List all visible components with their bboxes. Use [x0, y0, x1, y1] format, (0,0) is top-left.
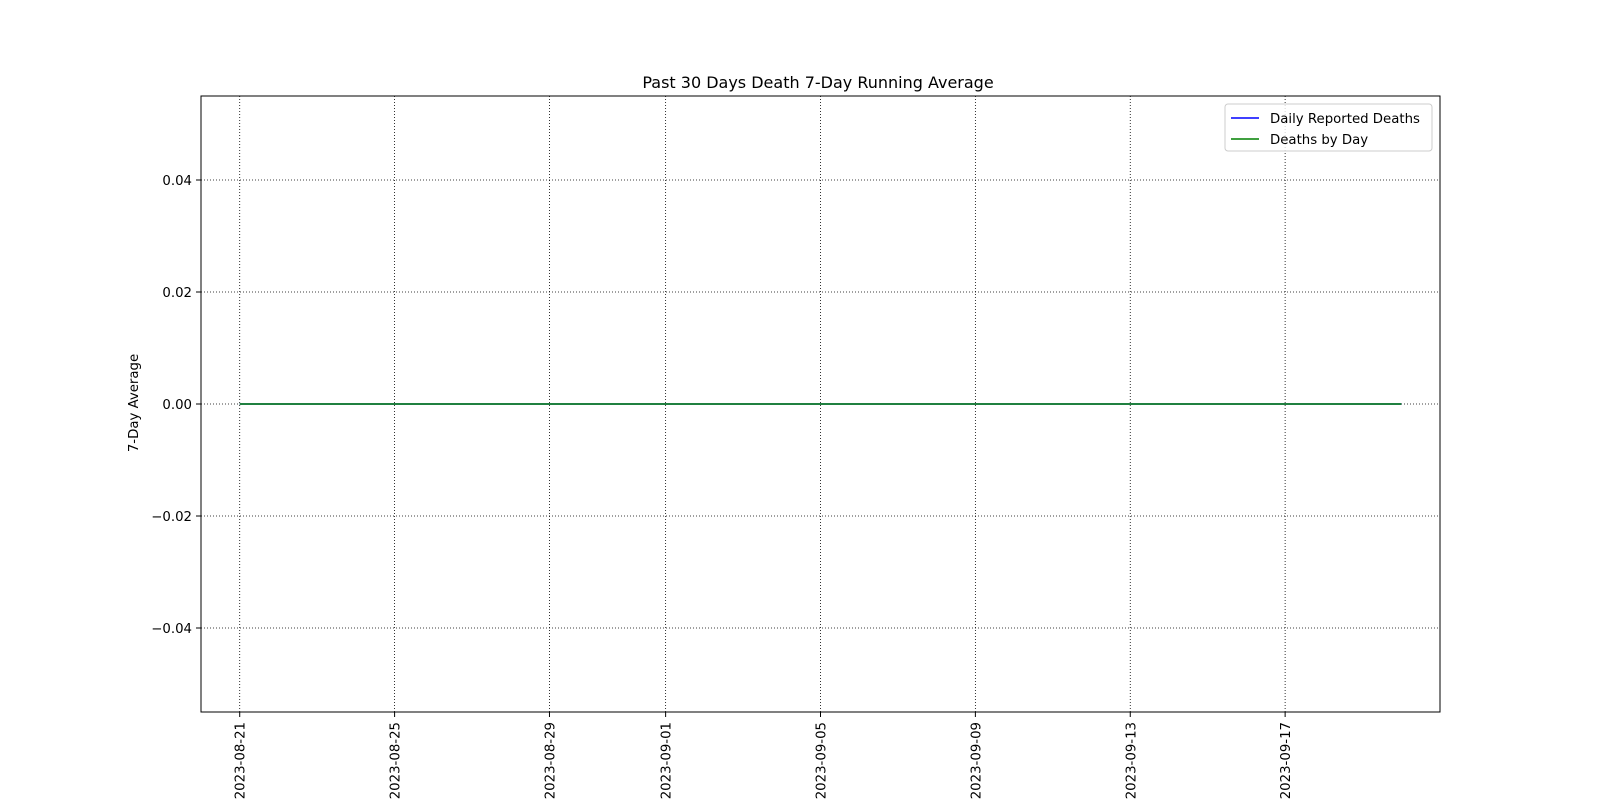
x-axis: 2023-08-21 2023-08-25 2023-08-29 2023-09-01… [234, 712, 1294, 799]
x-tick-label: 2023-09-13 [1124, 722, 1139, 799]
chart-title: Past 30 Days Death 7-Day Running Average [642, 73, 993, 92]
y-axis: 0.04 0.02 0.00 −0.02 −0.04 [151, 174, 201, 637]
legend: Daily Reported Deaths Deaths by Day [1224, 103, 1433, 152]
x-tick-label: 2023-08-25 [389, 722, 404, 799]
x-tick-label: 2023-09-01 [660, 722, 675, 799]
y-tick-label: −0.04 [151, 622, 192, 637]
x-tick-label: 2023-09-05 [815, 722, 830, 799]
x-tick-label: 2023-08-29 [543, 722, 558, 799]
y-tick-label: 0.00 [162, 398, 192, 413]
y-tick-label: −0.02 [151, 510, 192, 525]
x-tick-label: 2023-09-09 [969, 722, 984, 799]
y-tick-label: 0.02 [162, 286, 192, 301]
legend-entry: Daily Reported Deaths [1270, 112, 1420, 127]
x-tick-label: 2023-08-21 [234, 722, 249, 799]
x-tick-label: 2023-09-17 [1279, 722, 1294, 799]
legend-entry: Deaths by Day [1270, 133, 1368, 148]
legend-box [1224, 103, 1433, 152]
y-tick-label: 0.04 [162, 174, 192, 189]
y-axis-label: 7-Day Average [127, 354, 142, 452]
